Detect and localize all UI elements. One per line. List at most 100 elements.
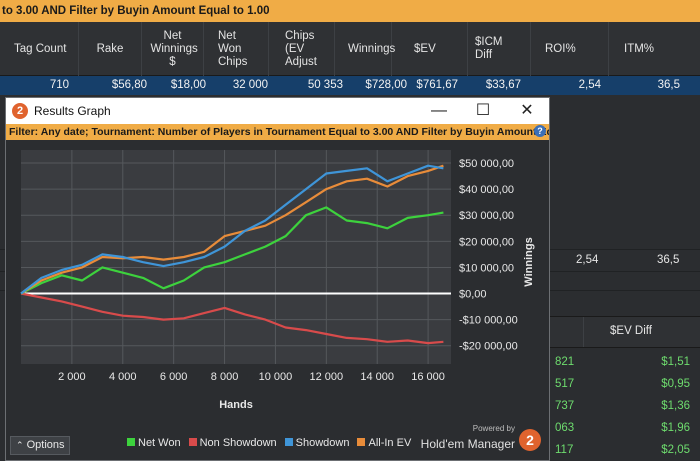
total-roi: 2,54 <box>576 254 599 266</box>
help-icon[interactable]: ? <box>534 125 546 137</box>
x-tick-label: 16 000 <box>411 371 445 383</box>
y-axis: -$20 000,00 -$10 000,00 $0,00 $10 000,00 $20… <box>459 158 518 353</box>
y-tick-label: $0,00 <box>459 289 487 301</box>
col-ev-diff[interactable]: $EV Diff <box>610 325 652 337</box>
list-item-value: 063 <box>555 422 575 434</box>
options-label: Options <box>26 439 65 451</box>
results-chart: -$20 000,00 -$10 000,00 $0,00 $10 000,00 $20… <box>6 140 549 460</box>
x-tick-label: 14 000 <box>360 371 394 383</box>
list-item-value: 737 <box>555 400 575 412</box>
cell-winnings: $728,00 <box>365 79 407 91</box>
close-button[interactable]: ✕ <box>520 102 534 119</box>
list-item-ev-diff: $0,95 <box>661 378 690 390</box>
results-graph-window: 2 Results Graph — ☐ ✕ Filter: Any date; … <box>5 97 550 461</box>
table-header-cell[interactable] <box>550 317 584 347</box>
options-button[interactable]: ⌃ Options <box>10 436 70 455</box>
legend-item[interactable]: Non Showdown <box>188 437 277 449</box>
col-net-won-chips[interactable]: Net Won Chips <box>204 22 269 76</box>
series-lines <box>20 164 444 345</box>
list-item[interactable]: 517 $0,95 <box>550 374 700 396</box>
x-axis: 2 000 4 000 6 000 8 000 10 000 12 000 14 000 16… <box>58 371 445 383</box>
stats-selected-row[interactable]: 710 $56,80 $18,00 32 000 50 353 $728,00 … <box>0 76 700 95</box>
series-line-net-won <box>20 206 444 295</box>
cell-rake: $56,80 <box>111 79 147 91</box>
window-titlebar[interactable]: 2 Results Graph — ☐ ✕ <box>6 98 549 124</box>
background-filter-bar: to 3.00 AND Filter by Buyin Amount Equal… <box>0 0 700 22</box>
cell-net-won-chips: 32 000 <box>232 79 268 91</box>
filter-text: Filter: Any date; Tournament: Number of … <box>9 126 549 138</box>
y-tick-label: $50 000,00 <box>459 158 514 170</box>
legend-label: All-In EV <box>368 437 412 449</box>
col-winnings[interactable]: Winnings <box>335 22 395 76</box>
app-logo-icon: 2 <box>12 103 28 119</box>
col-icm-diff[interactable]: $ICM Diff <box>468 22 531 76</box>
col-chips-ev[interactable]: Chips (EV Adjust <box>269 22 335 76</box>
list-item[interactable]: 063 $1,96 <box>550 418 700 440</box>
legend-item[interactable]: All-In EV <box>357 437 411 449</box>
y-tick-label: $30 000,00 <box>459 210 514 222</box>
list-item-ev-diff: $2,05 <box>661 444 690 456</box>
x-tick-label: 4 000 <box>109 371 137 383</box>
y-tick-label: -$20 000,00 <box>459 341 518 353</box>
ev-diff-table-header: $EV Diff <box>550 316 700 348</box>
col-ev[interactable]: $EV <box>392 22 468 76</box>
ev-diff-list: 821 $1,51 517 $0,95 737 $1,36 063 $1,96 117 $… <box>550 352 700 461</box>
y-tick-label: $40 000,00 <box>459 184 514 196</box>
list-item-ev-diff: $1,96 <box>661 422 690 434</box>
x-tick-label: 2 000 <box>58 371 86 383</box>
list-item-ev-diff: $1,36 <box>661 400 690 412</box>
cell-net-winnings: $18,00 <box>170 79 206 91</box>
cell-roi: 2,54 <box>578 79 601 91</box>
legend-label: Non Showdown <box>199 437 277 449</box>
legend-label: Showdown <box>295 437 350 449</box>
chart-svg: -$20 000,00 -$10 000,00 $0,00 $10 000,00 $20… <box>20 150 535 411</box>
x-tick-label: 8 000 <box>211 371 239 383</box>
legend-swatch <box>188 438 197 446</box>
x-tick-label: 12 000 <box>309 371 343 383</box>
col-itm[interactable]: ITM% <box>624 42 655 55</box>
legend-label: Net Won <box>138 437 181 449</box>
chart-legend: Net Won Non Showdown Showdown All-In EV <box>127 437 419 449</box>
y-tick-label: -$10 000,00 <box>459 315 518 327</box>
col-tag-count[interactable]: Tag Count <box>0 22 79 76</box>
minimize-button[interactable]: — <box>431 102 447 119</box>
list-item[interactable]: 117 $2,05 <box>550 440 700 461</box>
graph-filter-bar: Filter: Any date; Tournament: Number of … <box>6 124 549 140</box>
col-roi[interactable]: ROI% <box>531 22 609 76</box>
legend-swatch <box>284 438 293 446</box>
list-item-value: 821 <box>555 356 575 368</box>
list-item[interactable]: 821 $1,51 <box>550 352 700 374</box>
series-line-non-showdown <box>20 292 444 345</box>
legend-item[interactable]: Net Won <box>127 437 181 449</box>
total-itm: 36,5 <box>657 254 680 266</box>
legend-item[interactable]: Showdown <box>284 437 350 449</box>
stats-table-header: Tag Count Rake Net Winnings $ Net Won Ch… <box>0 22 700 76</box>
x-tick-label: 10 000 <box>259 371 293 383</box>
totals-row: 2,54 36,5 <box>550 250 700 270</box>
y-tick-label: $10 000,00 <box>459 262 514 274</box>
powered-by-text: Powered by <box>472 424 515 433</box>
x-tick-label: 6 000 <box>160 371 188 383</box>
y-tick-label: $20 000,00 <box>459 236 514 248</box>
list-item-ev-diff: $1,51 <box>661 356 690 368</box>
y-axis-label: Winnings <box>523 237 535 286</box>
hm2-logo-icon: 2 <box>519 429 541 451</box>
maximize-button[interactable]: ☐ <box>475 102 491 119</box>
series-line-all-in-ev <box>20 164 444 295</box>
cell-itm: 36,5 <box>657 79 680 91</box>
col-rake[interactable]: Rake <box>79 22 142 76</box>
cell-tag-count: 710 <box>49 79 69 91</box>
list-item-value: 117 <box>555 444 574 456</box>
list-item[interactable]: 737 $1,36 <box>550 396 700 418</box>
brand-name: Hold'em Manager <box>420 437 515 451</box>
series-line-showdown <box>20 164 444 295</box>
brand: Powered by Hold'em Manager 2 <box>421 424 543 454</box>
cell-icm-diff: $33,67 <box>485 79 521 91</box>
legend-swatch <box>127 438 135 446</box>
cell-ev: $761,67 <box>416 79 458 91</box>
cell-chips-ev: 50 353 <box>307 79 343 91</box>
window-title: Results Graph <box>34 104 111 118</box>
list-item-value: 517 <box>555 378 575 390</box>
col-net-winnings[interactable]: Net Winnings $ <box>142 22 204 76</box>
chevron-up-icon: ⌃ <box>16 440 24 450</box>
